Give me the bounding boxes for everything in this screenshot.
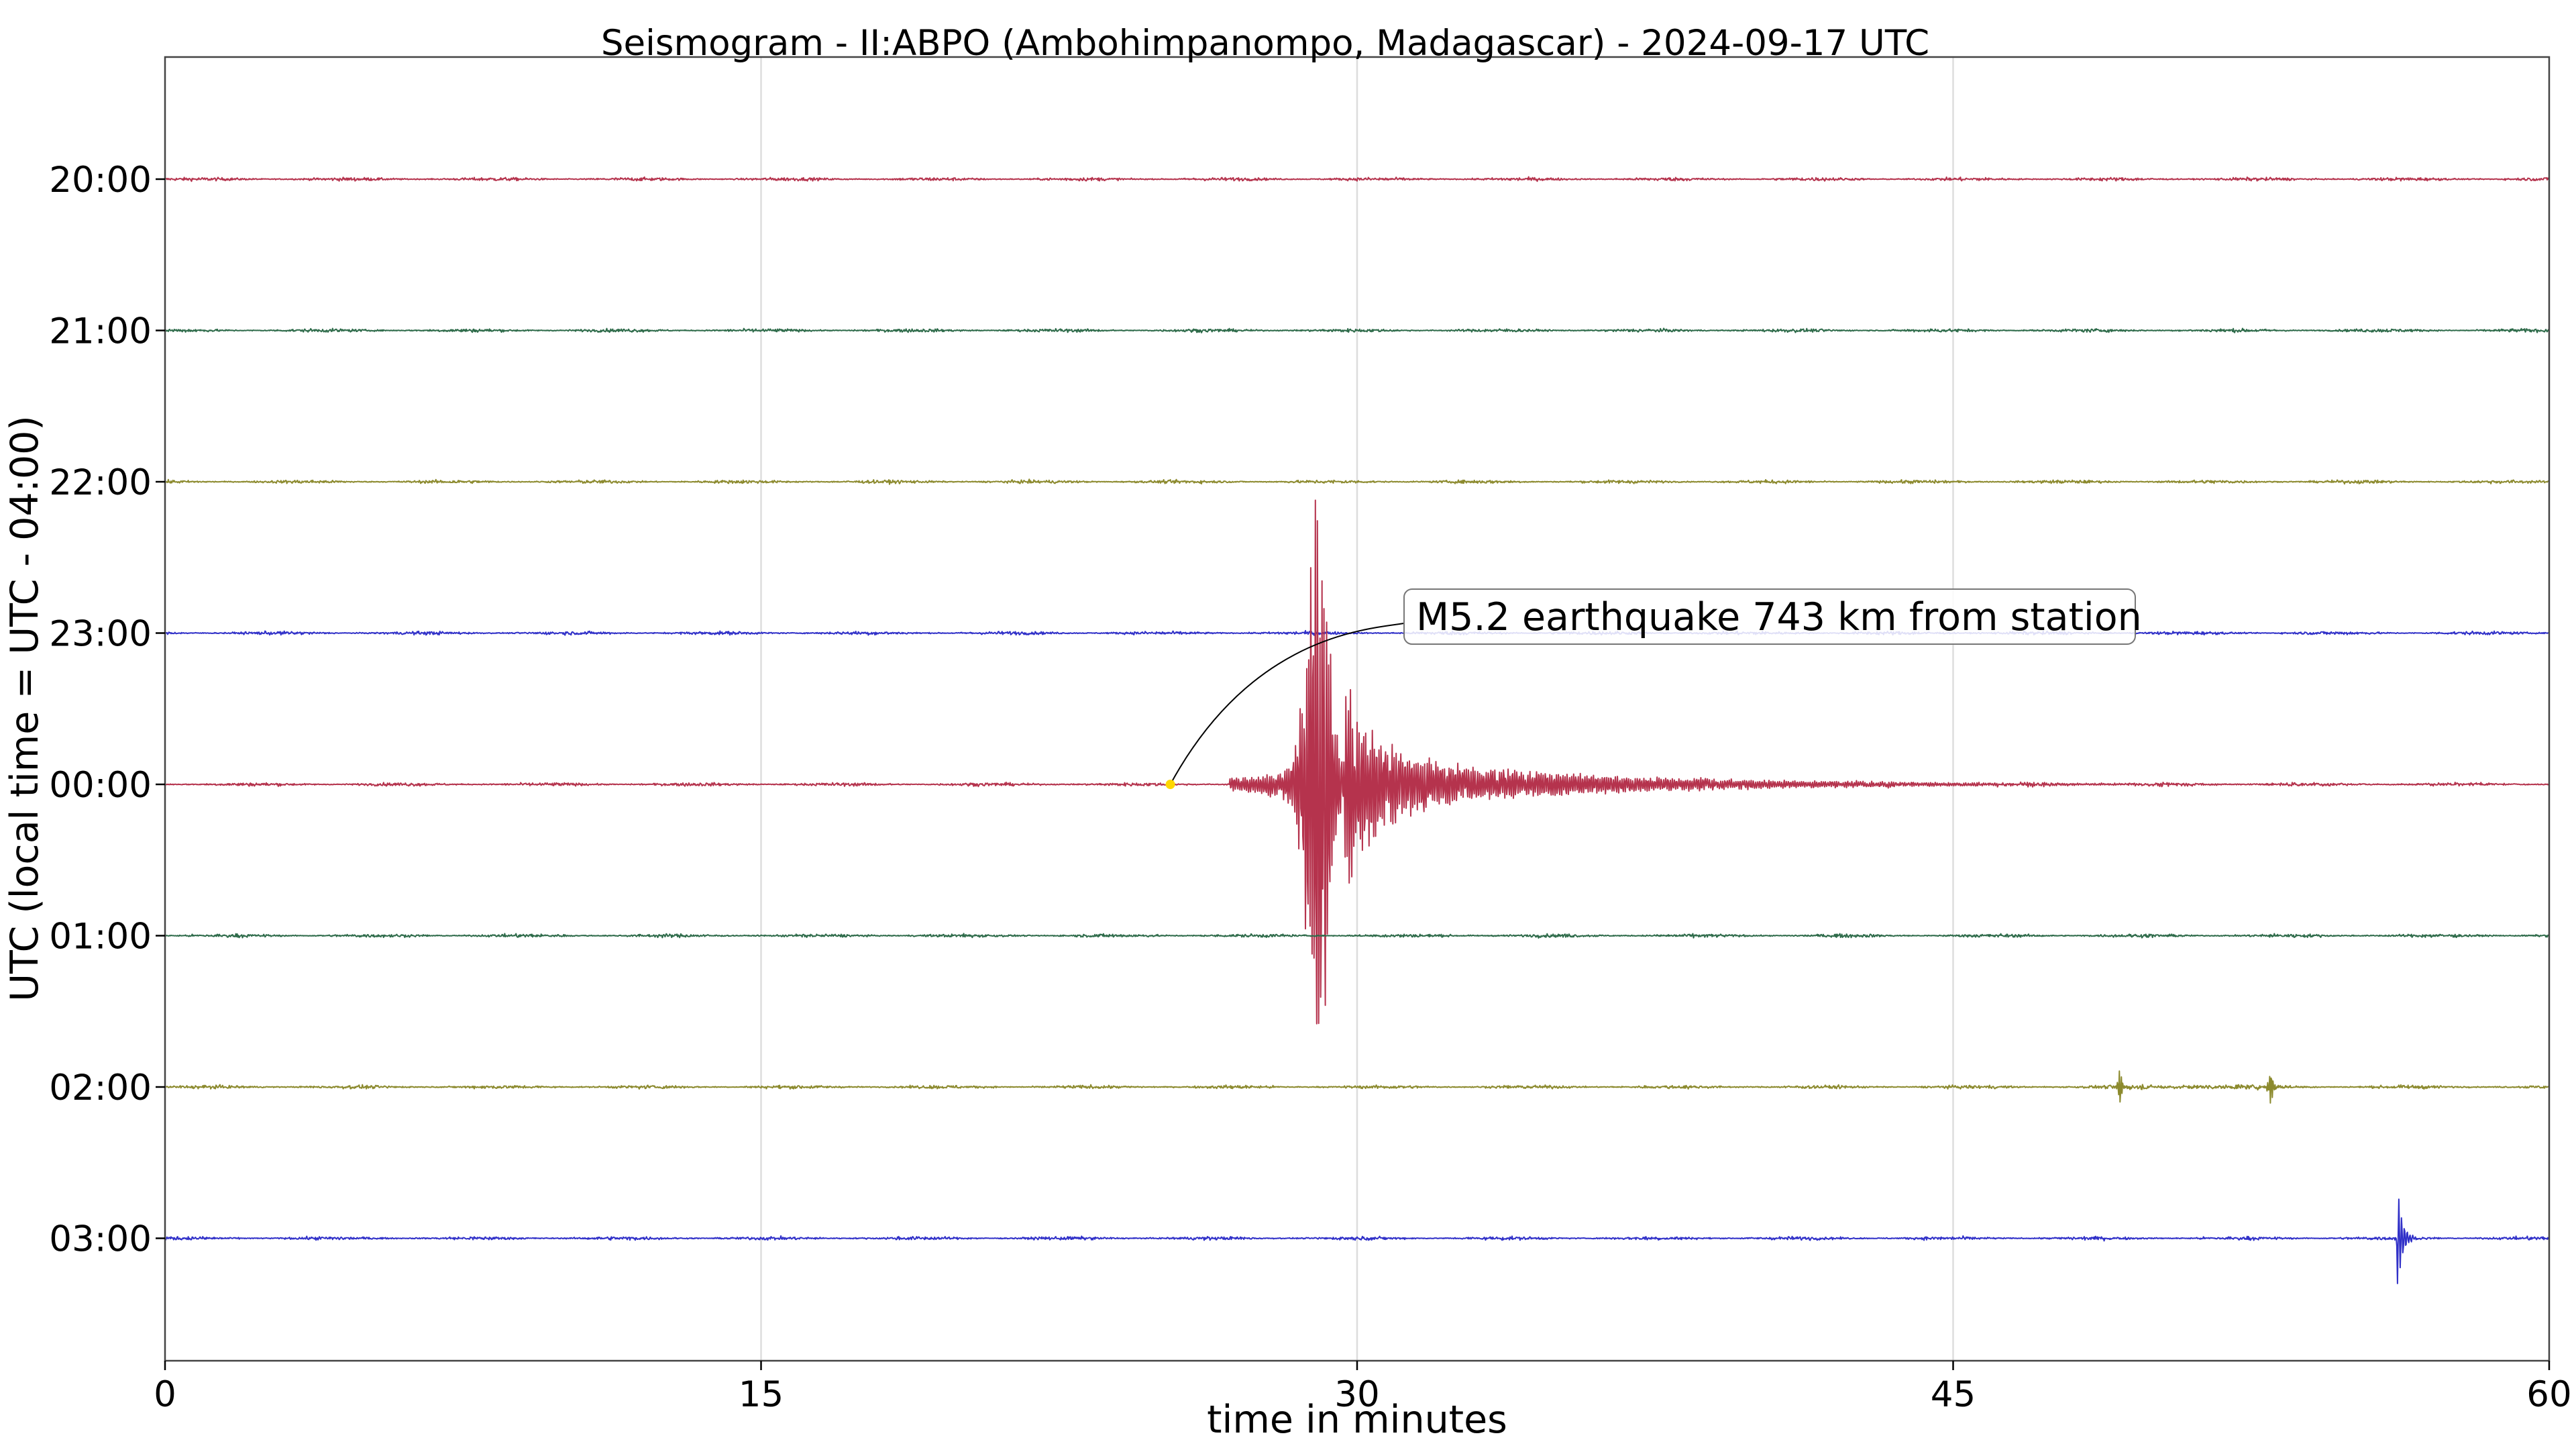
y-tick-label: 23:00 [49,614,152,655]
y-tick-label: 01:00 [49,917,152,957]
x-tick-label: 15 [739,1374,784,1415]
event-marker [1165,780,1175,789]
y-tick-label: 03:00 [49,1219,152,1260]
trace-line-0300 [165,1198,2549,1284]
axis-layer: 0 15 30 45 60 20:00 21:00 22:00 23:00 00:00 01:00 0… [49,160,2571,1415]
trace-layer [165,176,2549,1284]
annotation-connector [1169,623,1405,785]
y-axis-label: UTC (local time = UTC - 04:00) [3,415,47,1001]
trace-line-0200 [165,1070,2549,1104]
annotation-text: M5.2 earthquake 743 km from station [1416,595,2142,639]
trace-line-0100 [165,933,2549,939]
y-tick-label: 22:00 [49,462,152,503]
annotation-box [1403,588,2136,645]
y-tick-label: 02:00 [49,1068,152,1108]
trace-line-0000 [165,499,2549,1025]
y-tick-label: 00:00 [49,765,152,806]
x-tick-label: 30 [1334,1374,1379,1415]
annotation-layer: M5.2 earthquake 743 km from station [1165,588,2142,789]
y-tick-label: 21:00 [49,311,152,352]
trace-line-2200 [165,478,2549,485]
trace-line-2300 [165,629,2549,636]
trace-line-2000 [165,176,2549,183]
x-tick-label: 60 [2526,1374,2571,1415]
x-axis-label: time in minutes [1207,1398,1507,1442]
chart-title: Seismogram - II:ABPO (Ambohimpanompo, Ma… [601,23,1929,64]
y-tick-label: 20:00 [49,160,152,201]
x-tick-label: 45 [1931,1374,1976,1415]
grid-layer [760,57,1954,1361]
x-tick-label: 0 [154,1374,176,1415]
trace-line-2100 [165,327,2549,333]
